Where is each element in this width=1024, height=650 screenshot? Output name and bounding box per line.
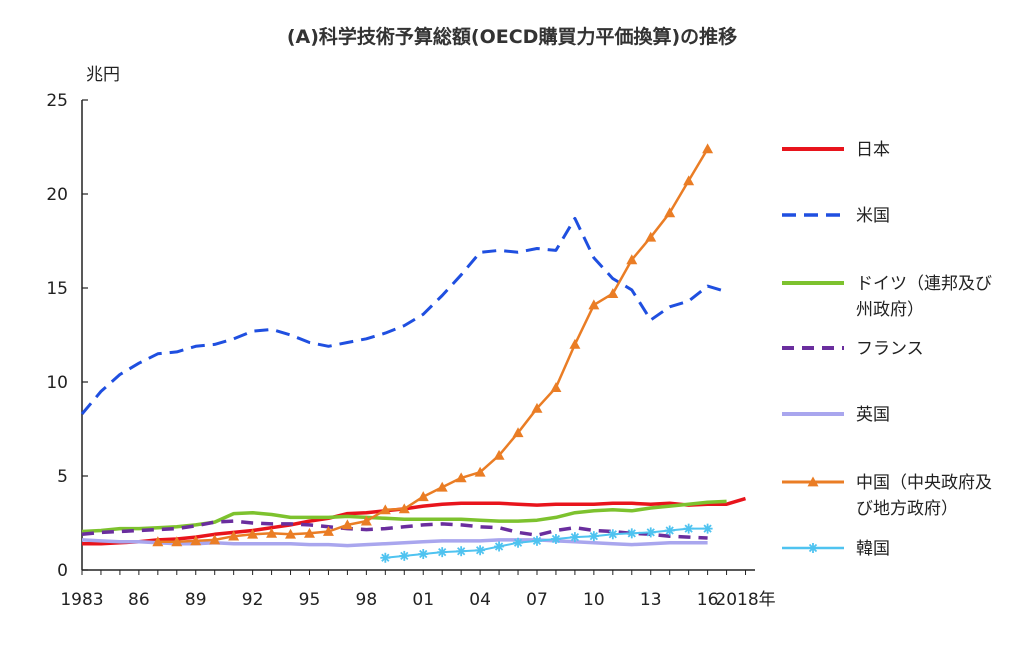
- star-marker: [399, 551, 409, 561]
- series-0: [82, 499, 746, 544]
- x-tick-label: 95: [299, 590, 321, 610]
- y-tick-label: 20: [46, 185, 68, 205]
- legend-label: 州政府）: [856, 300, 924, 320]
- x-tick-label: 04: [469, 590, 491, 610]
- triangle-marker: [569, 339, 580, 349]
- x-tick-label: 86: [128, 590, 150, 610]
- line-chart: 0510152025兆円1983 86 89 92 95 98 01 04 07 10 13 1620…: [0, 0, 1024, 650]
- legend-label: 日本: [856, 140, 890, 160]
- star-marker: [589, 531, 599, 541]
- x-tick-label: 92: [242, 590, 264, 610]
- triangle-marker: [588, 299, 599, 309]
- star-marker: [418, 549, 428, 559]
- star-marker: [570, 532, 580, 542]
- legend-label: ドイツ（連邦及び: [856, 274, 992, 294]
- plot-area: [82, 143, 746, 562]
- triangle-marker: [664, 207, 675, 217]
- y-tick-label: 5: [57, 467, 68, 487]
- x-tick-label: 98: [356, 590, 378, 610]
- triangle-marker: [607, 288, 618, 298]
- y-tick-label: 25: [46, 91, 68, 111]
- x-tick-label: 2018年: [715, 590, 775, 610]
- x-tick-label: 13: [640, 590, 662, 610]
- star-marker: [808, 543, 818, 553]
- legend-label: 韓国: [856, 539, 890, 559]
- series-line: [82, 218, 727, 414]
- star-marker: [608, 529, 618, 539]
- legend-label: 英国: [856, 405, 890, 425]
- star-marker: [380, 553, 390, 563]
- series-line: [158, 149, 708, 542]
- series-1: [82, 218, 727, 414]
- legend-item: 米国: [782, 206, 890, 226]
- legend-label: フランス: [856, 339, 924, 359]
- legend-item: フランス: [782, 339, 924, 359]
- series-5: [152, 143, 713, 546]
- legend-item: 韓国: [782, 539, 890, 559]
- y-tick-label: 10: [46, 373, 68, 393]
- legend-item: 英国: [782, 405, 890, 425]
- y-tick-label: 15: [46, 279, 68, 299]
- star-marker: [627, 528, 637, 538]
- legend-label: び地方政府）: [856, 499, 958, 519]
- x-tick-label: 89: [185, 590, 207, 610]
- star-marker: [684, 524, 694, 534]
- star-marker: [513, 538, 523, 548]
- legend-item: 中国（中央政府及び地方政府）: [782, 473, 992, 519]
- star-marker: [703, 524, 713, 534]
- star-marker: [437, 547, 447, 557]
- triangle-marker: [683, 175, 694, 185]
- x-tick-label: 07: [526, 590, 548, 610]
- star-marker: [665, 526, 675, 536]
- star-marker: [532, 536, 542, 546]
- legend-item: 日本: [782, 140, 890, 160]
- star-marker: [475, 545, 485, 555]
- legend-label: 中国（中央政府及: [856, 473, 992, 493]
- x-tick-label: 01: [412, 590, 434, 610]
- star-marker: [494, 542, 504, 552]
- x-tick-label: 1983: [60, 590, 103, 610]
- x-tick-label: 10: [583, 590, 605, 610]
- triangle-marker: [550, 382, 561, 392]
- y-axis-unit: 兆円: [86, 65, 120, 85]
- series-line: [82, 499, 746, 544]
- star-marker: [551, 534, 561, 544]
- triangle-marker: [702, 143, 713, 153]
- star-marker: [646, 527, 656, 537]
- y-tick-label: 0: [57, 561, 68, 581]
- legend-label: 米国: [856, 206, 890, 226]
- star-marker: [456, 546, 466, 556]
